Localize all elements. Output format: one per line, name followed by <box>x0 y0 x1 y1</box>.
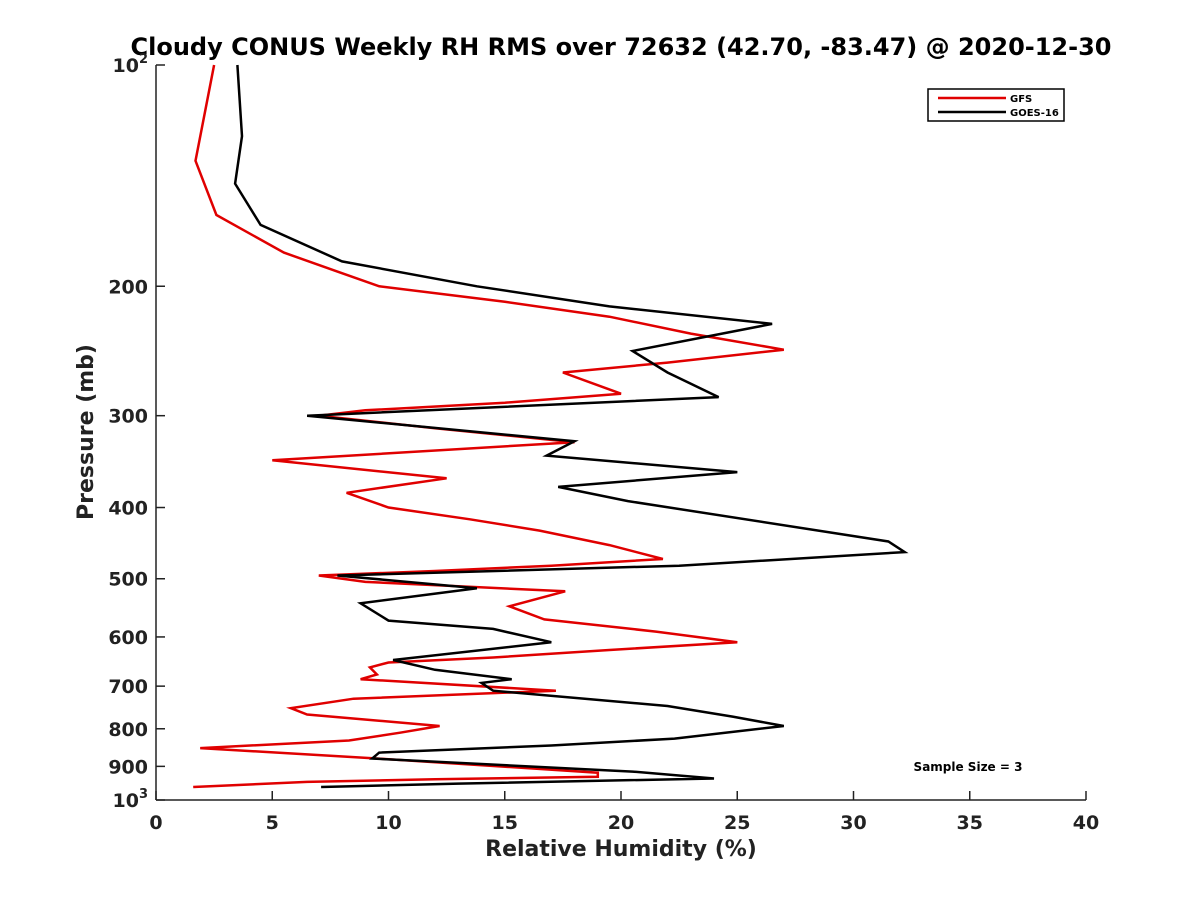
x-tick-label: 15 <box>492 812 518 834</box>
y-tick-label: 700 <box>108 676 148 698</box>
y-tick-label: 600 <box>108 627 148 649</box>
y-tick-label: 800 <box>108 719 148 741</box>
y-tick-label: 500 <box>108 569 148 591</box>
plot-area <box>156 65 1086 800</box>
x-tick-label: 5 <box>266 812 279 834</box>
x-tick-label: 40 <box>1073 812 1099 834</box>
x-tick-label: 25 <box>724 812 750 834</box>
legend-box <box>927 88 1065 122</box>
y-tick-label: 103 <box>113 787 149 812</box>
x-tick-label: 10 <box>375 812 401 834</box>
y-axis-label: Pressure (mb) <box>74 344 99 520</box>
x-tick-label: 35 <box>957 812 983 834</box>
x-tick-label: 0 <box>149 812 162 834</box>
legend-label-gfs: GFS <box>1010 94 1032 105</box>
y-tick-label: 200 <box>108 276 148 298</box>
legend-label-goes-16: GOES-16 <box>1010 108 1059 119</box>
series-line-goes-16 <box>233 64 909 789</box>
axes-layer: 0 5 10 15 20 25 30 35 40 102 200 300 400 500 600 700 800… <box>108 52 1099 834</box>
legend: GFS GOES-16 <box>927 88 1065 122</box>
series-line-gfs <box>193 64 785 789</box>
y-tick-label: 300 <box>108 406 148 428</box>
sample-size-annotation: Sample Size = 3 <box>914 760 1023 774</box>
series-layer <box>193 64 909 789</box>
x-tick-label: 30 <box>840 812 866 834</box>
y-tick-label: 900 <box>108 756 148 778</box>
x-axis-label: Relative Humidity (%) <box>485 837 757 862</box>
x-tick-label: 20 <box>608 812 634 834</box>
chart-title: Cloudy CONUS Weekly RH RMS over 72632 (4… <box>131 33 1112 61</box>
y-tick-label: 400 <box>108 498 148 520</box>
y-tick-label: 102 <box>113 52 149 77</box>
